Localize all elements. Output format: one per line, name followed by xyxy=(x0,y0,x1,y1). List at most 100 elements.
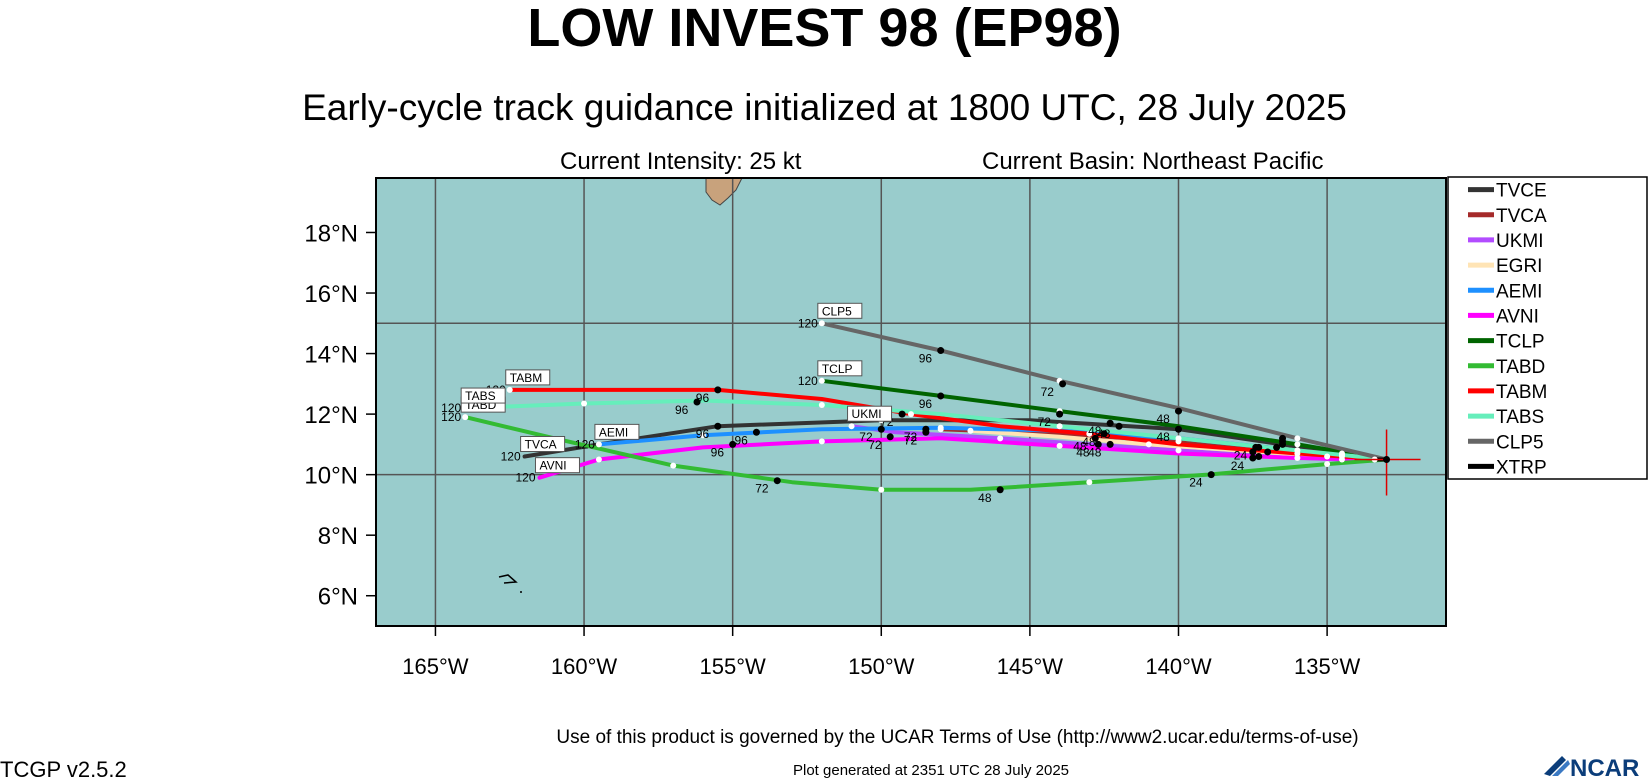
x-tick-label: 150°W xyxy=(848,654,915,679)
forecast-hour-label: 72 xyxy=(904,430,918,444)
forecast-hour-label: 72 xyxy=(868,438,882,452)
track-line-clp5 xyxy=(819,321,1389,462)
x-tick-label: 160°W xyxy=(551,654,618,679)
track-dot-white xyxy=(1338,453,1345,460)
forecast-hour-label: 72 xyxy=(1041,385,1055,399)
map-layer xyxy=(376,177,1446,626)
track-dot-white xyxy=(581,400,588,407)
forecast-hour-label: 48 xyxy=(1088,424,1102,438)
legend-label-tabm: TABM xyxy=(1496,382,1547,403)
forecast-hour-dot xyxy=(1207,471,1215,479)
forecast-hour-dot xyxy=(714,386,722,394)
forecast-hour-label: 48 xyxy=(978,491,992,505)
track-dot-white xyxy=(967,427,974,434)
y-tick-label: 14°N xyxy=(304,342,358,369)
x-tick-label: 135°W xyxy=(1294,654,1361,679)
forecast-hour-label: 120 xyxy=(515,471,535,485)
forecast-hour-label: 96 xyxy=(919,397,933,411)
forecast-hour-label: 120 xyxy=(441,410,461,424)
ncar-logo: NCAR xyxy=(1544,755,1639,780)
legend-label-avni: AVNI xyxy=(1496,306,1539,327)
terms-of-use-text: Use of this product is governed by the U… xyxy=(556,727,1359,748)
model-label-box xyxy=(817,360,863,377)
track-dot-white xyxy=(1324,461,1331,468)
forecast-hour-dot xyxy=(996,486,1004,494)
track-dot-white xyxy=(1086,479,1093,486)
forecast-hour-label: 120 xyxy=(798,316,818,330)
axis-layer: 165°W 160°W 155°W 150°W 145°W 140°W 135°W 6°N 8°… xyxy=(304,177,1447,679)
track-line-tabm xyxy=(507,387,1389,462)
forecast-hour-label: 72 xyxy=(904,433,918,447)
chart-subtitle: Early-cycle track guidance initialized a… xyxy=(302,87,1347,128)
forecast-hour-dot xyxy=(714,422,722,430)
legend-label-tabs: TABS xyxy=(1496,407,1544,428)
y-tick-label: 10°N xyxy=(304,463,358,490)
model-label-box xyxy=(534,457,580,474)
forecast-hour-label: 48 xyxy=(1157,430,1171,444)
forecast-hour-label: 24 xyxy=(1234,448,1248,462)
forecast-hour-label: 96 xyxy=(711,445,725,459)
forecast-hour-label: 48 xyxy=(1157,412,1171,426)
legend-box xyxy=(1447,176,1648,480)
forecast-hour-dot xyxy=(1175,407,1182,415)
forecast-hour-label: 24 xyxy=(1231,459,1245,473)
x-tick-label: 140°W xyxy=(1145,654,1212,679)
model-label-box xyxy=(594,423,640,440)
track-dot-white xyxy=(699,432,706,439)
plot-frame xyxy=(375,177,1447,627)
forecast-hour-dot xyxy=(693,398,701,406)
current-intensity: Current Intensity: 25 kt xyxy=(560,148,802,175)
forecast-hour-dot xyxy=(1091,434,1099,442)
forecast-hour-label: 72 xyxy=(859,430,873,444)
track-dot-white xyxy=(1056,423,1063,430)
y-tick-label: 16°N xyxy=(304,281,358,308)
forecast-hour-dot xyxy=(1249,454,1257,462)
track-dot-white xyxy=(1056,442,1063,449)
model-label-box xyxy=(520,435,566,452)
forecast-hour-dot xyxy=(1279,434,1287,442)
atoll-shape xyxy=(520,591,522,593)
forecast-hour-dot xyxy=(1056,410,1064,418)
track-dot-white xyxy=(506,386,513,393)
model-label-box xyxy=(460,387,506,404)
track-dot-white xyxy=(1145,441,1152,448)
forecast-hour-dot xyxy=(1273,443,1281,451)
forecast-hour-dot xyxy=(1106,419,1114,427)
version-label: TCGP v2.5.2 xyxy=(0,757,127,782)
forecast-hour-label: 72 xyxy=(755,482,769,496)
track-dot-white xyxy=(997,435,1004,442)
track-dot-white xyxy=(818,377,825,384)
forecast-hour-label: 48 xyxy=(1088,445,1102,459)
y-tick-label: 6°N xyxy=(318,584,358,611)
track-layer: 4872964848722448729624487296487296244872… xyxy=(441,302,1421,505)
model-end-label: TABM xyxy=(510,371,542,385)
model-end-label: TCLP xyxy=(822,362,853,376)
legend-label-tvca: TVCA xyxy=(1496,206,1547,227)
forecast-hour-dot xyxy=(877,425,885,433)
track-dot-white xyxy=(1294,441,1301,448)
forecast-hour-label: 120 xyxy=(441,401,461,415)
forecast-hour-dot xyxy=(752,428,760,436)
track-dot-white xyxy=(1294,455,1301,461)
forecast-hour-dot xyxy=(1264,448,1272,456)
init-position-dot xyxy=(1383,456,1391,464)
atoll-shape xyxy=(498,574,518,584)
forecast-hour-dot xyxy=(1115,422,1123,430)
model-label-box xyxy=(505,369,551,386)
track-dot-white xyxy=(1294,447,1301,454)
forecast-hour-dot xyxy=(1106,440,1114,448)
model-end-label: CLP5 xyxy=(822,304,852,318)
track-dot-white xyxy=(595,441,602,448)
track-line-tabd xyxy=(463,415,1389,492)
model-end-label: AVNI xyxy=(539,459,566,473)
track-dot-white xyxy=(1294,435,1301,442)
track-dot-white xyxy=(1175,447,1182,454)
legend-label-xtrp: XTRP xyxy=(1496,457,1547,478)
legend-label-ukmi: UKMI xyxy=(1496,231,1544,252)
forecast-hour-dot xyxy=(1255,452,1263,460)
forecast-hour-label: 96 xyxy=(734,433,748,447)
model-end-label: UKMI xyxy=(852,407,882,421)
ocean-background xyxy=(376,178,1446,626)
plot-generated-text: Plot generated at 2351 UTC 28 July 2025 xyxy=(793,762,1070,779)
forecast-hour-label: 120 xyxy=(575,437,595,451)
